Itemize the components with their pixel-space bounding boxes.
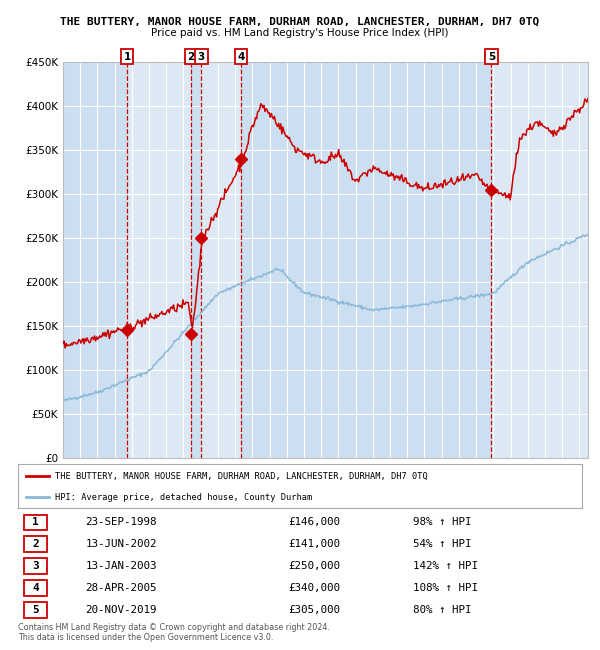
FancyBboxPatch shape bbox=[23, 602, 47, 617]
Text: 2: 2 bbox=[187, 52, 194, 62]
Bar bbox=[63, 62, 127, 458]
Text: Price paid vs. HM Land Registry's House Price Index (HPI): Price paid vs. HM Land Registry's House … bbox=[151, 28, 449, 38]
Text: 4: 4 bbox=[237, 52, 244, 62]
Bar bbox=[491, 62, 588, 458]
Text: 1: 1 bbox=[32, 517, 39, 527]
Text: THE BUTTERY, MANOR HOUSE FARM, DURHAM ROAD, LANCHESTER, DURHAM, DH7 0TQ: THE BUTTERY, MANOR HOUSE FARM, DURHAM RO… bbox=[55, 472, 427, 481]
Bar bbox=[202, 62, 241, 458]
FancyBboxPatch shape bbox=[23, 536, 47, 552]
Bar bbox=[127, 62, 191, 458]
Bar bbox=[241, 62, 491, 458]
Text: 5: 5 bbox=[488, 52, 495, 62]
Text: 98% ↑ HPI: 98% ↑ HPI bbox=[413, 517, 472, 527]
Bar bbox=[191, 62, 202, 458]
Text: £250,000: £250,000 bbox=[289, 561, 341, 571]
Text: THE BUTTERY, MANOR HOUSE FARM, DURHAM ROAD, LANCHESTER, DURHAM, DH7 0TQ: THE BUTTERY, MANOR HOUSE FARM, DURHAM RO… bbox=[61, 16, 539, 26]
FancyBboxPatch shape bbox=[23, 558, 47, 574]
Text: 5: 5 bbox=[32, 605, 39, 615]
Text: 2: 2 bbox=[32, 540, 39, 549]
FancyBboxPatch shape bbox=[23, 515, 47, 530]
Text: 1: 1 bbox=[124, 52, 131, 62]
Text: 108% ↑ HPI: 108% ↑ HPI bbox=[413, 583, 478, 593]
Text: £305,000: £305,000 bbox=[289, 605, 341, 615]
Text: 80% ↑ HPI: 80% ↑ HPI bbox=[413, 605, 472, 615]
Text: 23-SEP-1998: 23-SEP-1998 bbox=[86, 517, 157, 527]
Text: HPI: Average price, detached house, County Durham: HPI: Average price, detached house, Coun… bbox=[55, 493, 312, 502]
Text: 3: 3 bbox=[198, 52, 205, 62]
Text: £340,000: £340,000 bbox=[289, 583, 341, 593]
Text: 4: 4 bbox=[32, 583, 39, 593]
Text: £146,000: £146,000 bbox=[289, 517, 341, 527]
Text: 20-NOV-2019: 20-NOV-2019 bbox=[86, 605, 157, 615]
Text: 13-JUN-2002: 13-JUN-2002 bbox=[86, 540, 157, 549]
Text: Contains HM Land Registry data © Crown copyright and database right 2024.
This d: Contains HM Land Registry data © Crown c… bbox=[18, 623, 330, 642]
Text: 28-APR-2005: 28-APR-2005 bbox=[86, 583, 157, 593]
Text: £141,000: £141,000 bbox=[289, 540, 341, 549]
Text: 13-JAN-2003: 13-JAN-2003 bbox=[86, 561, 157, 571]
FancyBboxPatch shape bbox=[23, 580, 47, 596]
Text: 3: 3 bbox=[32, 561, 39, 571]
Text: 142% ↑ HPI: 142% ↑ HPI bbox=[413, 561, 478, 571]
Text: 54% ↑ HPI: 54% ↑ HPI bbox=[413, 540, 472, 549]
